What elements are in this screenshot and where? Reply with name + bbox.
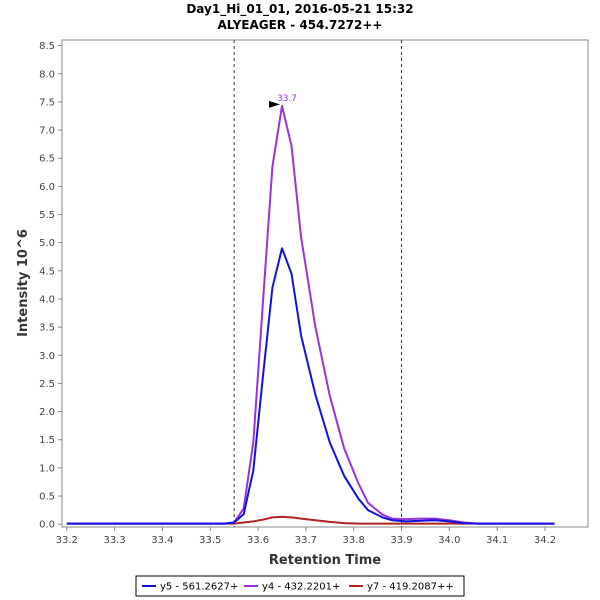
series-line [66, 247, 555, 525]
y-axis-ticks: 0.0 0.5 1.0 1.5 2.0 2.5 3.0 3.5 4.0 4.5 5.0 5.5 6.0 6… [39, 41, 62, 531]
y-tick-label: 5.0 [39, 238, 55, 249]
y-tick-label: 7.0 [39, 126, 55, 137]
x-tick-label: 33.3 [103, 535, 125, 546]
x-tick-label: 33.8 [343, 535, 365, 546]
legend-entry-label: y4 - 432.2201+ [262, 582, 340, 593]
y-tick-label: 4.0 [39, 294, 55, 305]
legend-entry-label: y7 - 419.2087++ [367, 582, 454, 593]
legend-entry-label: y5 - 561.2627+ [160, 582, 238, 593]
y-tick-label: 0.0 [39, 520, 55, 531]
y-tick-label: 6.5 [39, 154, 55, 165]
x-tick-label: 33.5 [199, 535, 221, 546]
x-tick-label: 33.4 [151, 535, 173, 546]
chart-title: Day1_Hi_01_01, 2016-05-21 15:32 [186, 2, 413, 17]
y-tick-label: 7.5 [39, 97, 55, 108]
x-tick-label: 34.0 [438, 535, 460, 546]
x-tick-label: 33.2 [56, 535, 78, 546]
x-tick-label: 34.1 [486, 535, 508, 546]
y-tick-label: 6.0 [39, 182, 55, 193]
y-tick-label: 8.0 [39, 69, 55, 80]
legend-box [135, 575, 465, 597]
y-axis-label: Intensity 10^6 [16, 229, 31, 337]
plot-frame [61, 39, 589, 528]
y-tick-label: 2.0 [39, 407, 55, 418]
y-tick-label: 1.0 [39, 463, 55, 474]
peak-label: 33.7 [277, 94, 297, 104]
x-tick-label: 33.7 [295, 535, 317, 546]
y-tick-label: 3.5 [39, 323, 55, 334]
y-tick-label: 4.5 [39, 266, 55, 277]
series-lines [66, 104, 555, 525]
legend: y5 - 561.2627+ y4 - 432.2201+ y7 - 419.208… [135, 575, 465, 597]
chart-subtitle: ALYEAGER - 454.7272++ [218, 18, 383, 32]
peak-marker-arrow [268, 100, 280, 108]
y-tick-label: 5.5 [39, 210, 55, 221]
peak-annotations: 33.7 [268, 94, 297, 108]
x-axis-label: Retention Time [269, 553, 381, 568]
y-tick-label: 3.0 [39, 351, 55, 362]
x-axis-ticks: 33.2 33.3 33.4 33.5 33.6 33.7 33.8 33.9 34.0 34.1… [56, 527, 556, 546]
x-tick-label: 33.6 [247, 535, 269, 546]
x-tick-label: 33.9 [390, 535, 412, 546]
x-tick-label: 34.2 [534, 535, 556, 546]
y-tick-label: 2.5 [39, 379, 55, 390]
series-line [66, 515, 555, 525]
y-tick-label: 0.5 [39, 492, 55, 503]
y-tick-label: 1.5 [39, 435, 55, 446]
y-tick-label: 8.5 [39, 41, 55, 52]
